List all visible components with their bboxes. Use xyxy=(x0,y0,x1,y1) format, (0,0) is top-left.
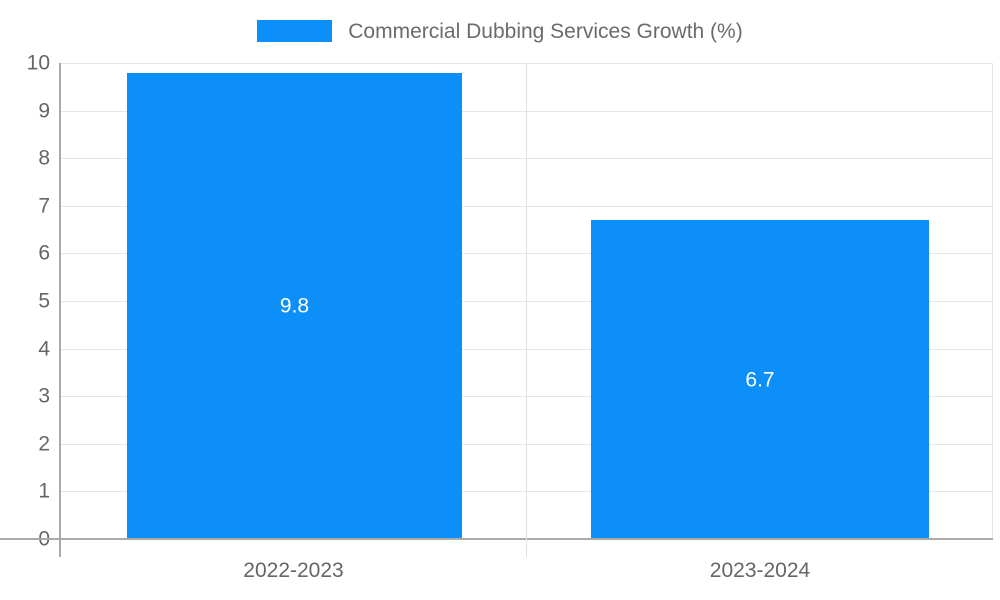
chart-legend: Commercial Dubbing Services Growth (%) xyxy=(0,12,1000,50)
y-axis-tick-labels: 012345678910 xyxy=(0,53,50,550)
bar-value-label: 6.7 xyxy=(745,368,775,392)
y-axis-tick-label: 9 xyxy=(38,99,50,123)
y-axis-tick-label: 6 xyxy=(38,241,50,265)
y-axis-tick-label: 7 xyxy=(38,194,50,218)
y-axis-tick-label: 3 xyxy=(38,384,50,408)
plot-right-border xyxy=(992,63,993,539)
x-axis-tick-label: 2023-2024 xyxy=(709,559,811,582)
legend-label-commercial-dubbing-services-growth[interactable]: Commercial Dubbing Services Growth (%) xyxy=(348,19,743,43)
y-axis-tick-label: 5 xyxy=(38,289,50,313)
y-axis-line xyxy=(59,63,61,557)
bar-value-label: 9.8 xyxy=(279,294,310,318)
x-axis-line xyxy=(0,538,993,540)
legend-swatch-commercial-dubbing-services-growth[interactable] xyxy=(257,20,333,42)
bar-2022-2023[interactable]: 9.8 xyxy=(127,72,462,539)
y-axis-tick-label: 2 xyxy=(38,432,50,456)
category-separator-tick xyxy=(526,63,527,557)
x-axis-tick-label: 2022-2023 xyxy=(243,559,344,582)
y-axis-tick-label: 1 xyxy=(38,479,50,503)
y-axis-tick-label: 4 xyxy=(38,337,50,361)
y-axis-tick-label: 8 xyxy=(38,146,50,170)
bar-2023-2024[interactable]: 6.7 xyxy=(591,220,929,539)
y-axis-tick-label: 10 xyxy=(26,51,50,75)
